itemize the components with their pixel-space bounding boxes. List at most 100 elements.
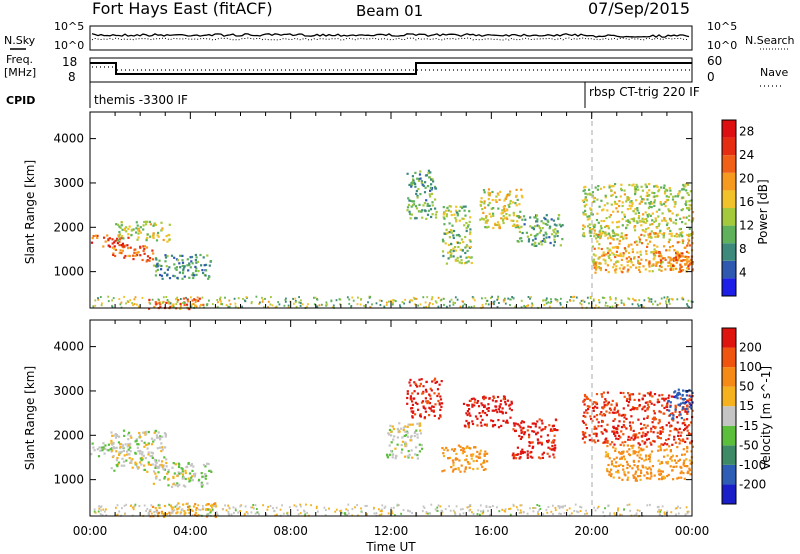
- scatter-cell: [165, 458, 168, 461]
- scatter-cell: [471, 454, 474, 457]
- scatter-cell: [554, 228, 557, 231]
- ground-scatter-cell: [133, 303, 136, 306]
- scatter-cell: [112, 446, 115, 449]
- scatter-cell: [501, 209, 504, 212]
- ground-scatter-cell: [350, 305, 353, 307]
- scatter-cell: [158, 259, 161, 262]
- scatter-cell: [483, 200, 486, 203]
- scatter-cell: [632, 210, 635, 213]
- scatter-cell: [99, 449, 102, 452]
- scatter-cell: [678, 270, 681, 273]
- ground-scatter-cell: [325, 301, 328, 304]
- scatter-cell: [424, 181, 427, 184]
- scatter-cell: [462, 217, 465, 220]
- scatter-cell: [613, 200, 617, 203]
- scatter-cell: [687, 256, 690, 259]
- scatter-cell: [603, 404, 606, 407]
- scatter-cell: [613, 234, 617, 237]
- scatter-cell: [400, 427, 403, 430]
- scatter-cell: [119, 237, 122, 241]
- scatter-cell: [146, 236, 149, 239]
- scatter-cell: [118, 240, 121, 243]
- scatter-cell: [596, 240, 599, 243]
- ground-scatter-cell: [339, 303, 341, 306]
- scatter-cell: [467, 423, 470, 427]
- scatter-cell: [120, 221, 123, 224]
- scatter-cell: [684, 259, 687, 262]
- scatter-cell: [481, 404, 484, 407]
- scatter-cell: [201, 484, 205, 487]
- scatter-cell: [421, 400, 425, 403]
- scatter-cell: [617, 424, 620, 427]
- ground-scatter-cell: [371, 303, 373, 306]
- scatter-cell: [664, 219, 667, 222]
- scatter-cell: [671, 454, 674, 457]
- colorbar-tick-label: 16: [739, 195, 754, 209]
- scatter-cell: [615, 195, 618, 199]
- scatter-cell: [408, 381, 411, 384]
- scatter-cell: [481, 411, 484, 414]
- ground-scatter-cell: [170, 512, 173, 515]
- scatter-cell: [658, 188, 661, 191]
- scatter-cell: [682, 429, 686, 432]
- ground-scatter-cell: [594, 509, 597, 512]
- scatter-cell: [155, 239, 159, 242]
- freq-label-2: [MHz]: [4, 66, 36, 79]
- scatter-cell: [635, 433, 638, 436]
- scatter-cell: [598, 235, 601, 238]
- scatter-cell: [202, 256, 205, 259]
- scatter-cell: [482, 468, 485, 471]
- ground-scatter-cell: [598, 299, 600, 301]
- scatter-cell: [646, 408, 649, 411]
- scatter-cell: [639, 469, 643, 472]
- scatter-cell: [638, 392, 641, 395]
- scatter-cell: [632, 220, 635, 223]
- scatter-cell: [412, 410, 415, 413]
- scatter-cell: [650, 450, 654, 453]
- scatter-cell: [158, 465, 161, 468]
- scatter-cell: [589, 230, 592, 233]
- ground-scatter-cell: [253, 507, 255, 510]
- ground-scatter-cell: [452, 509, 455, 512]
- ground-scatter-cell: [237, 511, 240, 514]
- scatter-cell: [533, 235, 536, 238]
- ground-scatter-cell: [305, 503, 307, 506]
- scatter-cell: [613, 432, 616, 435]
- ground-scatter-cell: [347, 503, 350, 506]
- scatter-cell: [671, 443, 674, 446]
- velocity-colorbar-label: Velocity [m s^-1]: [759, 366, 773, 470]
- scatter-cell: [415, 384, 418, 387]
- scatter-cell: [207, 277, 210, 280]
- scatter-cell: [138, 461, 142, 464]
- scatter-cell: [666, 189, 669, 192]
- scatter-cell: [655, 195, 658, 198]
- scatter-cell: [104, 447, 107, 450]
- ground-scatter-cell: [609, 512, 611, 515]
- ground-scatter-cell: [361, 511, 363, 514]
- scatter-cell: [146, 259, 149, 262]
- ground-scatter-cell: [614, 302, 617, 305]
- scatter-cell: [692, 217, 695, 220]
- scatter-cell: [520, 237, 523, 240]
- ground-scatter-cell: [293, 302, 295, 305]
- scatter-cell: [113, 245, 116, 248]
- scatter-cell: [629, 438, 632, 441]
- ground-scatter-cell: [148, 301, 151, 304]
- scatter-cell: [516, 446, 519, 449]
- ground-scatter-cell: [265, 513, 268, 516]
- scatter-cell: [195, 256, 198, 259]
- scatter-cell: [583, 189, 586, 192]
- ground-scatter-cell: [611, 305, 614, 308]
- scatter-cell: [142, 245, 145, 248]
- scatter-cell: [538, 441, 541, 444]
- scatter-cell: [161, 446, 164, 449]
- scatter-cell: [540, 419, 543, 422]
- ground-scatter-cell: [409, 510, 411, 513]
- scatter-cell: [470, 397, 473, 401]
- scatter-cell: [118, 244, 121, 247]
- ground-scatter-cell: [579, 510, 582, 512]
- ground-scatter-cell: [586, 296, 589, 299]
- scatter-cell: [192, 302, 195, 305]
- scatter-cell: [504, 411, 508, 414]
- scatter-cell: [638, 266, 641, 269]
